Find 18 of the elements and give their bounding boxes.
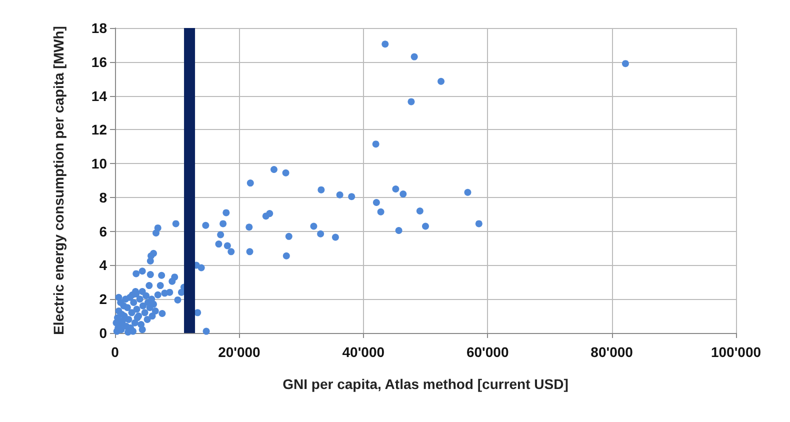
y-tick-label: 4 [99, 257, 108, 274]
x-tick-label: 20'000 [218, 344, 261, 360]
y-tick-label: 8 [99, 189, 108, 206]
x-tick-label: 40'000 [342, 344, 385, 360]
y-tick-label: 0 [99, 325, 108, 341]
y-tick-label: 2 [99, 291, 108, 308]
x-tick-label: 80'000 [590, 344, 634, 360]
y-tick-label: 12 [91, 122, 108, 138]
x-tick-label: 0 [111, 344, 120, 360]
y-tick-label: 16 [91, 54, 108, 70]
y-tick-label: 10 [91, 156, 108, 172]
y-axis-title: Electric energy consumption per capita [MWh] [50, 26, 66, 335]
y-tick-label: 18 [91, 20, 108, 36]
x-tick-label: 100'000 [710, 344, 762, 360]
y-tick-label: 6 [99, 223, 108, 240]
x-tick-label: 60'000 [466, 344, 509, 360]
y-tick-label: 14 [91, 88, 108, 104]
x-axis-title: GNI per capita, Atlas method [current USD] [282, 376, 568, 392]
